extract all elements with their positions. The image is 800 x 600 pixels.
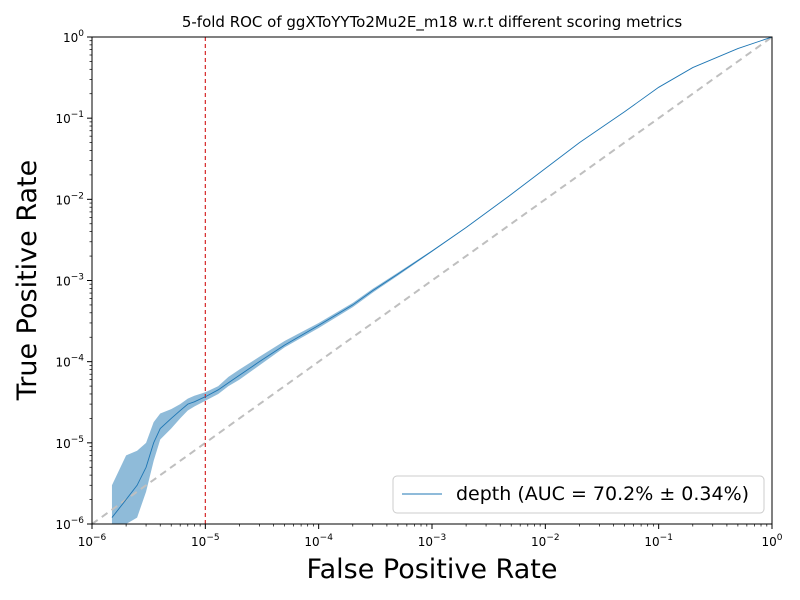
series-0-line (111, 37, 772, 518)
y-tick-label: 10−4 (55, 354, 84, 370)
x-tick-label: 100 (761, 533, 782, 549)
y-tick-label: 100 (63, 29, 84, 45)
y-tick-label: 10−5 (55, 435, 84, 451)
legend-box (392, 475, 765, 514)
x-tick-label: 10−1 (644, 533, 673, 549)
y-axis-ticks: 10−6 10−5 10−4 10−3 10−2 10−1 100 (55, 29, 92, 532)
x-axis-ticks: 10−6 10−5 10−4 10−3 10−2 10−1 100 (78, 524, 783, 549)
x-tick-label: 10−2 (531, 533, 560, 549)
chart-title: 5-fold ROC of ggXToYYTo2Mu2E_m18 w.r.t d… (182, 13, 683, 32)
x-tick-label: 10−6 (78, 533, 107, 549)
x-tick-label: 10−4 (304, 533, 333, 549)
confidence-band-layer (111, 37, 772, 524)
y-tick-label: 10−2 (55, 191, 84, 207)
plot-area (91, 36, 773, 525)
reference-layer (92, 37, 772, 524)
diagonal-reference-line (92, 37, 772, 524)
x-axis-label: False Positive Rate (307, 554, 558, 585)
legend-label: depth (AUC = 70.2% ± 0.34%) (456, 483, 749, 505)
x-tick-label: 10−5 (191, 533, 220, 549)
y-tick-label: 10−3 (55, 273, 84, 289)
y-axis-label: True Positive Rate (12, 160, 43, 402)
y-tick-label: 10−1 (55, 110, 84, 126)
series-line-layer (111, 37, 772, 518)
y-tick-label: 10−6 (55, 516, 84, 532)
x-tick-label: 10−3 (418, 533, 447, 549)
series-0-confidence-band (111, 37, 772, 524)
legend: depth (AUC = 70.2% ± 0.34%) (392, 475, 765, 514)
